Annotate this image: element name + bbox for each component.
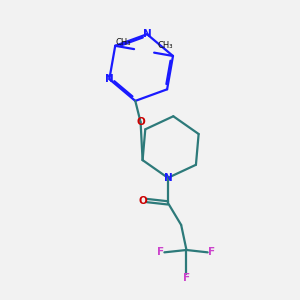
- Text: O: O: [136, 117, 145, 127]
- Text: O: O: [139, 196, 148, 206]
- Text: N: N: [164, 173, 172, 183]
- Text: F: F: [208, 247, 215, 257]
- Text: CH₃: CH₃: [116, 38, 131, 47]
- Text: F: F: [183, 273, 190, 283]
- Text: N: N: [105, 74, 114, 84]
- Text: F: F: [157, 247, 164, 257]
- Text: N: N: [143, 29, 152, 39]
- Text: CH₃: CH₃: [157, 41, 172, 50]
